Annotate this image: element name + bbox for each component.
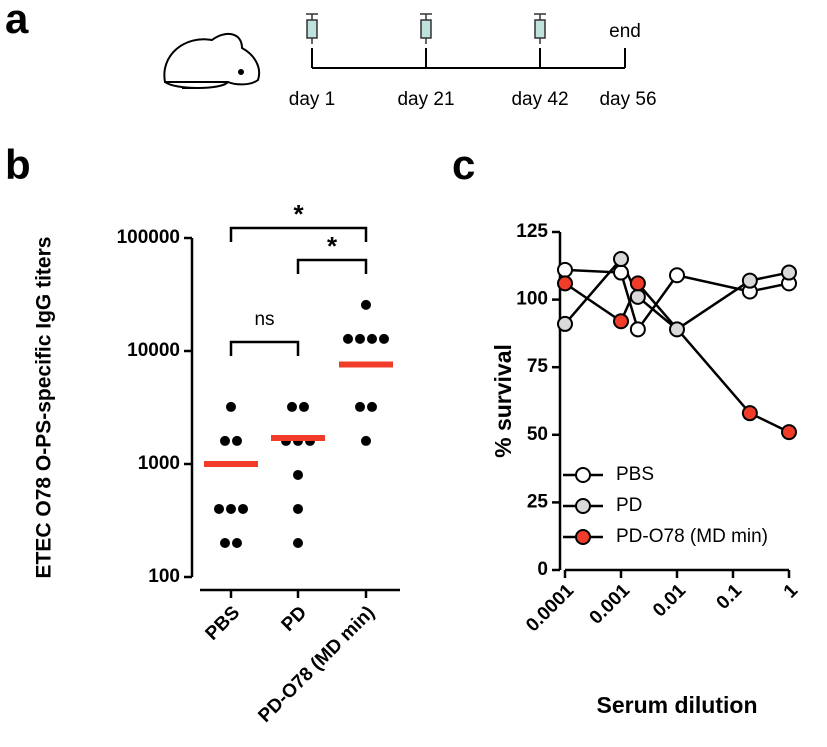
significance-bracket: [229, 226, 368, 242]
x-tick-label: 0.1: [713, 580, 747, 614]
data-point: [361, 435, 371, 446]
x-tick-label: PD-O78 (MD min): [254, 602, 379, 727]
y-tick-label: 0: [537, 559, 548, 580]
x-axis-label: Serum dilution: [597, 692, 758, 718]
data-point: [361, 299, 371, 310]
data-point: [287, 401, 297, 412]
y-tick-label: 25: [527, 491, 549, 512]
data-point: [629, 321, 646, 338]
data-point: [293, 537, 303, 548]
timeline-label: day 1: [289, 89, 335, 110]
data-point: [629, 275, 646, 292]
significance-bracket: [296, 258, 368, 274]
data-point: [781, 424, 797, 441]
y-tick-label: 100: [516, 289, 548, 310]
y-tick-label: 100000: [117, 227, 180, 248]
y-tick-label: 75: [527, 356, 549, 377]
data-point: [355, 401, 365, 412]
data-point: [343, 333, 353, 344]
data-point: [220, 435, 230, 446]
mouse-icon: [163, 32, 261, 89]
significance-label: ns: [254, 309, 274, 330]
data-point: [557, 315, 573, 332]
data-point: [355, 333, 365, 344]
significance-label: *: [293, 199, 304, 229]
data-point: [613, 313, 629, 330]
data-point: [367, 401, 377, 412]
panel-label: a: [5, 0, 29, 42]
x-tick-label: 0.001: [586, 580, 635, 629]
y-axis-label: ETEC O78 O-PS-specific IgG titers: [33, 237, 56, 579]
significance-bracket: [229, 340, 300, 356]
data-point: [293, 503, 303, 514]
panel-label: c: [452, 141, 475, 188]
x-tick-label: PBS: [202, 602, 244, 644]
data-point: [293, 469, 303, 480]
data-point: [613, 251, 629, 268]
data-point: [232, 435, 242, 446]
legend-label: PBS: [616, 464, 654, 485]
timeline: [311, 48, 626, 69]
legend-marker: [575, 467, 591, 483]
y-tick-label: 50: [527, 424, 548, 445]
y-tick-label: 10000: [127, 340, 180, 361]
panel-label: b: [5, 141, 31, 188]
y-tick-label: 100: [148, 566, 180, 587]
data-point: [781, 264, 797, 281]
syringes: [306, 13, 546, 44]
data-point: [741, 272, 758, 289]
data-point: [613, 264, 629, 281]
timeline-label: day 21: [397, 89, 454, 110]
legend-label: PD: [616, 495, 642, 516]
data-point: [557, 275, 573, 292]
data-point: [629, 288, 646, 305]
timeline-label: end: [609, 21, 641, 42]
x-tick-label: 1: [780, 580, 803, 603]
data-point: [238, 503, 248, 514]
data-point: [299, 401, 309, 412]
data-point: [557, 261, 573, 278]
data-point: [226, 401, 236, 412]
data-point: [220, 537, 230, 548]
data-point: [214, 503, 224, 514]
data-point: [367, 333, 377, 344]
data-point: [741, 405, 758, 422]
significance-label: *: [327, 231, 338, 261]
data-point: [669, 321, 685, 338]
x-tick-label: 0.01: [649, 580, 690, 621]
x-tick-label: 0.0001: [522, 580, 578, 636]
timeline-label: day 42: [511, 89, 568, 110]
x-tick-label: PD: [278, 602, 312, 636]
data-point: [379, 333, 389, 344]
y-tick-label: 1000: [138, 453, 180, 474]
legend-label: PD-O78 (MD min): [616, 526, 768, 547]
y-tick-label: 125: [516, 221, 548, 242]
timeline-label: day 56: [599, 89, 656, 110]
legend-marker: [575, 498, 591, 514]
y-axis-label: % survival: [490, 344, 516, 458]
legend-marker: [575, 529, 591, 545]
data-point: [226, 503, 236, 514]
data-point: [232, 537, 242, 548]
data-point: [669, 267, 685, 284]
